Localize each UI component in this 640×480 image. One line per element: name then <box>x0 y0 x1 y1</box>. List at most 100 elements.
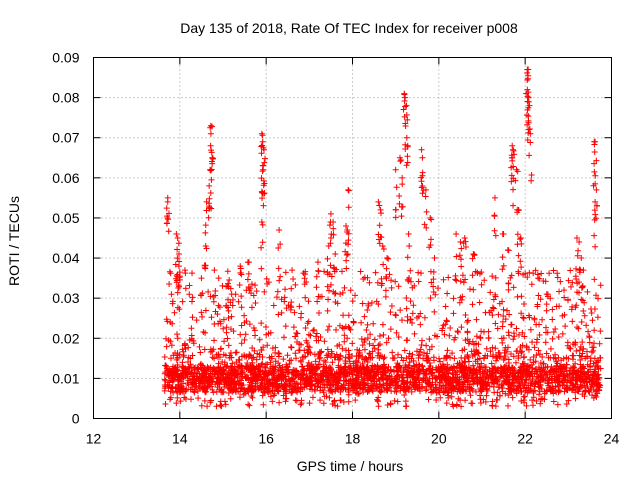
data-point <box>351 367 358 374</box>
data-point <box>404 254 411 261</box>
data-point <box>262 372 269 379</box>
data-point <box>572 341 579 348</box>
data-point <box>196 343 203 350</box>
data-point <box>470 286 477 293</box>
data-point <box>267 359 274 366</box>
data-point <box>186 282 193 289</box>
data-point <box>591 305 598 312</box>
data-point <box>423 342 430 349</box>
data-point <box>485 334 492 341</box>
data-point <box>403 111 410 118</box>
data-point <box>362 355 369 362</box>
data-point <box>205 214 212 221</box>
data-point <box>572 360 579 367</box>
y-tick-label: 0.01 <box>52 370 79 386</box>
data-point <box>208 205 215 212</box>
data-point <box>371 336 378 343</box>
data-point <box>455 329 462 336</box>
data-point <box>237 388 244 395</box>
data-point <box>262 324 269 331</box>
data-point <box>374 396 381 403</box>
data-point <box>202 369 209 376</box>
data-point <box>519 342 526 349</box>
data-point <box>249 372 256 379</box>
data-point <box>524 98 531 105</box>
data-point <box>575 289 582 296</box>
data-point <box>402 123 409 130</box>
data-point <box>484 387 491 394</box>
data-point <box>500 306 507 313</box>
data-point <box>166 369 173 376</box>
data-point <box>568 306 575 313</box>
data-point <box>171 309 178 316</box>
data-point <box>260 344 267 351</box>
data-point <box>188 298 195 305</box>
data-point <box>211 365 218 372</box>
data-point <box>420 349 427 356</box>
data-point <box>283 376 290 383</box>
data-point <box>531 315 538 322</box>
data-point <box>526 102 533 109</box>
data-point <box>596 384 603 391</box>
data-point <box>561 294 568 301</box>
data-point <box>475 341 482 348</box>
data-point <box>215 302 222 309</box>
data-point <box>349 340 356 347</box>
data-point <box>246 402 253 409</box>
data-point <box>419 190 426 197</box>
data-point <box>570 382 577 389</box>
data-point <box>278 296 285 303</box>
data-point <box>518 388 525 395</box>
data-point <box>535 364 542 371</box>
data-point <box>463 375 470 382</box>
data-point <box>280 334 287 341</box>
data-point <box>456 252 463 259</box>
data-point <box>251 365 258 372</box>
data-point <box>538 270 545 277</box>
data-point <box>375 350 382 357</box>
data-point <box>383 265 390 272</box>
data-point <box>502 344 509 351</box>
data-point <box>202 229 209 236</box>
data-point <box>259 360 266 367</box>
data-point <box>208 149 215 156</box>
data-point <box>225 315 232 322</box>
data-point <box>471 366 478 373</box>
data-point <box>301 275 308 282</box>
data-point <box>371 345 378 352</box>
data-point <box>273 381 280 388</box>
data-point <box>292 397 299 404</box>
data-point <box>191 389 198 396</box>
data-point <box>339 289 346 296</box>
data-point <box>405 386 412 393</box>
data-point <box>366 350 373 357</box>
data-point <box>444 290 451 297</box>
data-point <box>364 307 371 314</box>
data-point <box>282 286 289 293</box>
data-point <box>583 322 590 329</box>
data-point <box>294 338 301 345</box>
data-point <box>531 344 538 351</box>
data-point <box>218 386 225 393</box>
data-point <box>514 347 521 354</box>
data-point <box>333 266 340 273</box>
data-point <box>331 397 338 404</box>
data-point <box>555 334 562 341</box>
data-point <box>169 300 176 307</box>
data-point <box>201 397 208 404</box>
data-point <box>580 345 587 352</box>
data-point <box>441 331 448 338</box>
data-point <box>509 154 516 161</box>
data-point <box>419 172 426 179</box>
data-point <box>457 278 464 285</box>
data-point <box>342 377 349 384</box>
data-point <box>429 388 436 395</box>
data-point <box>339 324 346 331</box>
data-point <box>378 275 385 282</box>
data-point <box>236 363 243 370</box>
data-point <box>187 396 194 403</box>
data-point <box>567 345 574 352</box>
data-point <box>520 360 527 367</box>
data-point <box>564 296 571 303</box>
